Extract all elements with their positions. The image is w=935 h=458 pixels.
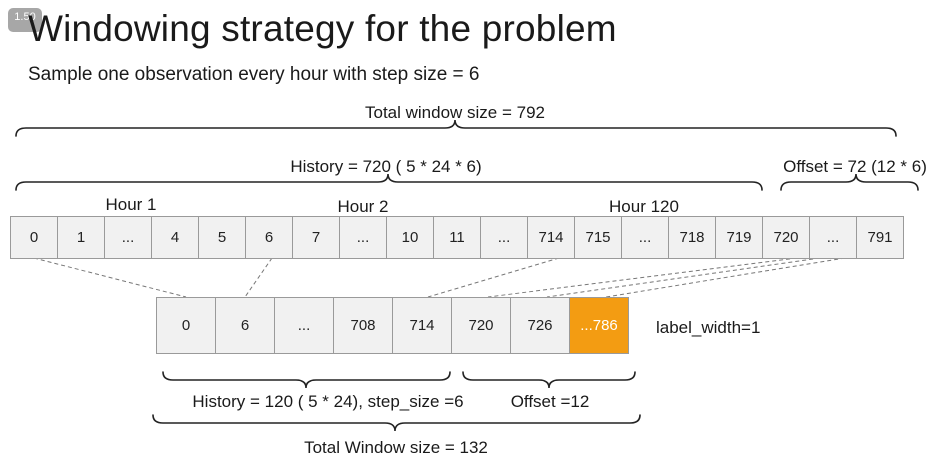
connector-line [546, 257, 821, 298]
sampled-cell: 714 [392, 297, 452, 354]
bottom-history-label: History = 120 ( 5 * 24), step_size =6 [192, 392, 464, 411]
sampled-cell: ... [274, 297, 334, 354]
sequence-cell: 715 [574, 216, 622, 259]
bottom-offset-label: Offset =12 [510, 392, 590, 411]
sequence-cell: 720 [762, 216, 810, 259]
offset-label: Offset = 72 (12 * 6) [783, 157, 927, 176]
total-window-label: Total window size = 792 [364, 103, 546, 122]
sequence-cell: ... [480, 216, 528, 259]
connector-line [427, 257, 560, 298]
sequence-cell: 6 [245, 216, 293, 259]
sampled-cell: 726 [510, 297, 570, 354]
history-label: History = 720 ( 5 * 24 * 6) [290, 157, 482, 176]
connector-line [605, 257, 846, 298]
total-window-brace [15, 119, 897, 137]
label-width-text: label_width=1 [656, 318, 761, 337]
sequence-cell: ... [621, 216, 669, 259]
sequence-cell: 5 [198, 216, 246, 259]
playback-speed-badge: 1.50 [8, 8, 42, 32]
sequence-cell: ... [339, 216, 387, 259]
hour-label: Hour 120 [609, 197, 679, 216]
bottom-total-window-label: Total Window size = 132 [304, 438, 488, 457]
history-brace [15, 173, 763, 191]
offset-brace [780, 173, 919, 191]
connector-line [33, 257, 187, 298]
sequence-cell: 7 [292, 216, 340, 259]
sequence-cell: 10 [386, 216, 434, 259]
hour-label: Hour 2 [337, 197, 389, 216]
sampled-cell: 0 [156, 297, 216, 354]
hour-label: Hour 1 [105, 195, 157, 214]
sampled-cell: 6 [215, 297, 275, 354]
full-window-row: 0 1 ... 4 5 6 7 ... 10 11 ... 714 715 ..… [10, 216, 920, 259]
bottom-history-brace [162, 371, 451, 389]
sequence-cell: 11 [433, 216, 481, 259]
sampled-cell: 720 [451, 297, 511, 354]
sequence-cell: ... [104, 216, 152, 259]
sequence-cell: 4 [151, 216, 199, 259]
sampled-cell: 708 [333, 297, 393, 354]
sequence-cell: 791 [856, 216, 904, 259]
sampled-window-row: 0 6 ... 708 714 720 726 ...786 [156, 297, 636, 354]
connector-line [244, 257, 273, 298]
sequence-cell: 1 [57, 216, 105, 259]
connector-line [487, 257, 798, 298]
sequence-cell: 719 [715, 216, 763, 259]
bottom-total-brace [152, 414, 641, 432]
bottom-offset-brace [462, 371, 636, 389]
sequence-cell: 714 [527, 216, 575, 259]
subtitle: Sample one observation every hour with s… [28, 64, 480, 85]
label-cell: ...786 [569, 297, 629, 354]
page-title: Windowing strategy for the problem [28, 8, 617, 49]
sequence-cell: 0 [10, 216, 58, 259]
sequence-cell: ... [809, 216, 857, 259]
sequence-cell: 718 [668, 216, 716, 259]
